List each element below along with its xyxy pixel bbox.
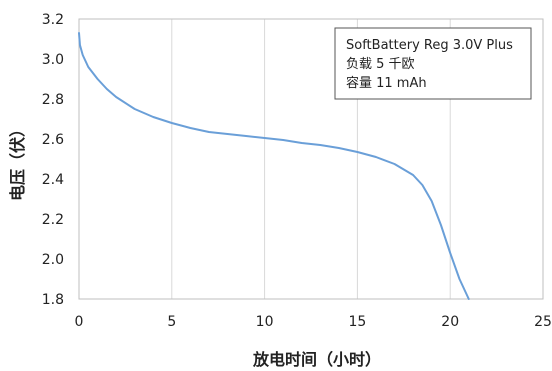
plot-frame <box>78 18 544 300</box>
y-tick-label: 3.2 <box>42 12 64 28</box>
legend-box: SoftBattery Reg 3.0V Plus 负载 5 千欧 容量 11 … <box>334 27 532 100</box>
x-tick-label: 5 <box>167 314 176 330</box>
legend-border <box>334 27 532 100</box>
legend-capacity-text: 容量 11 mAh <box>346 75 427 91</box>
x-tick-label: 15 <box>348 314 366 330</box>
legend-load-text: 负载 5 千欧 <box>346 57 415 72</box>
y-tick-label: 2.4 <box>42 172 64 188</box>
series-line-0 <box>78 32 470 300</box>
y-tick-label: 1.8 <box>42 292 64 308</box>
x-tick-label: 0 <box>75 314 84 330</box>
x-tick-label: 10 <box>256 314 274 330</box>
y-tick-label: 2.8 <box>42 92 64 108</box>
legend-model-text: SoftBattery Reg 3.0V Plus <box>346 38 513 53</box>
y-tick-label: 2.6 <box>42 132 64 148</box>
plot-area-border <box>78 18 544 300</box>
series-layer <box>78 32 470 300</box>
y-tick-label: 3.0 <box>42 52 64 68</box>
x-tick-labels: 0 5 10 15 20 25 <box>75 314 552 330</box>
y-tick-labels: 1.8 2.0 2.2 2.4 2.6 2.8 3.0 3.2 <box>42 12 64 308</box>
y-tick-label: 2.0 <box>42 252 64 268</box>
y-tick-label: 2.2 <box>42 212 64 228</box>
x-axis-title: 放电时间（小时） <box>252 350 381 369</box>
y-axis-title: 电压（伏） <box>8 121 27 201</box>
x-tick-label: 25 <box>534 314 552 330</box>
x-tick-label: 20 <box>441 314 459 330</box>
